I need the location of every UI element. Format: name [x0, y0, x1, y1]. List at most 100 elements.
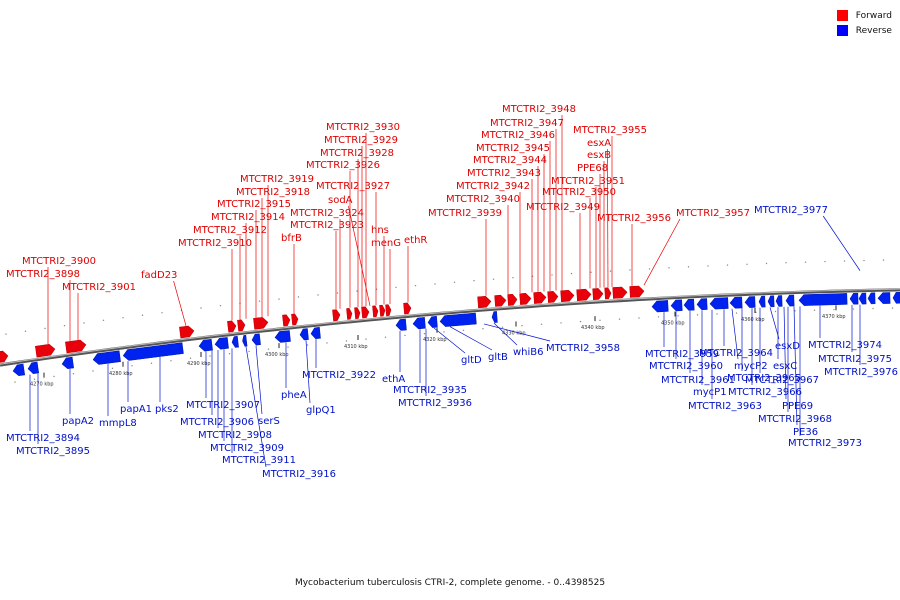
- forward-leader: [607, 148, 609, 288]
- guide-dot: [317, 294, 319, 296]
- guide-dot: [24, 330, 27, 332]
- reverse-gene: [491, 311, 498, 323]
- reverse-gene: [767, 295, 775, 308]
- guide-dot: [657, 316, 660, 318]
- forward-gene: [35, 344, 56, 358]
- reverse-leader: [449, 326, 493, 351]
- forward-gene: [237, 319, 246, 332]
- legend-reverse-label: Reverse: [855, 25, 892, 36]
- guide-dot: [14, 381, 16, 383]
- forward-gene-label: MTCTRI2_3928: [320, 148, 394, 159]
- guide-dot: [579, 320, 582, 323]
- forward-gene: [332, 309, 341, 322]
- reverse-gene-label: MTCTRI2_3964: [699, 348, 773, 359]
- guide-dot: [150, 362, 153, 364]
- reverse-gene-label: gltB: [488, 352, 508, 363]
- guide-dot: [83, 322, 85, 324]
- forward-gene: [65, 339, 87, 354]
- forward-gene: [592, 288, 604, 300]
- forward-gene-label: MTCTRI2_3955: [573, 125, 647, 136]
- forward-leader: [173, 280, 187, 326]
- reverse-gene-label: papA1: [120, 404, 152, 415]
- guide-dot: [336, 292, 339, 294]
- guide-dot: [404, 334, 406, 337]
- reverse-gene-label: MTCTRI2_3936: [398, 398, 472, 409]
- forward-gene: [346, 308, 353, 320]
- guide-dot: [287, 346, 289, 348]
- reverse-gene-label: MTCTRI2_3976: [824, 367, 898, 378]
- guide-dot: [258, 300, 261, 302]
- reverse-gene-label: mmpL8: [99, 418, 137, 429]
- forward-gene-label: MTCTRI2_3926: [306, 160, 380, 171]
- reverse-gene: [92, 350, 121, 365]
- reverse-gene-label: ethA: [382, 374, 405, 385]
- guide-dot: [891, 307, 894, 309]
- reverse-gene-label: MTCTRI2_3909: [210, 443, 284, 454]
- guide-dot: [345, 340, 348, 342]
- forward-leader: [643, 218, 681, 286]
- reverse-gene: [683, 298, 695, 311]
- guide-dot: [434, 283, 436, 285]
- guide-dot: [668, 267, 670, 269]
- forward-gene-label: MTCTRI2_3945: [476, 143, 550, 154]
- forward-gene: [612, 286, 628, 299]
- guide-dot: [395, 286, 397, 289]
- guide-dot: [648, 268, 651, 270]
- reverse-gene: [251, 333, 261, 346]
- reverse-gene: [729, 296, 743, 309]
- forward-gene-label: bfrB: [281, 233, 302, 244]
- forward-gene-label: MTCTRI2_3929: [324, 135, 398, 146]
- guide-dot: [746, 263, 748, 265]
- guide-dot: [306, 344, 309, 346]
- reverse-gene-label: serS: [258, 416, 280, 427]
- guide-dot: [102, 319, 105, 322]
- forward-gene-label: esxA: [587, 138, 611, 149]
- forward-gene-label: MTCTRI2_3915: [217, 199, 291, 210]
- reverse-gene-label: PPE69: [782, 401, 813, 412]
- backbone-line: [0, 288, 900, 367]
- forward-gene-label: MTCTRI2_3927: [316, 181, 390, 192]
- guide-dot: [785, 262, 787, 264]
- guide-dot: [161, 312, 163, 314]
- guide-dot: [53, 375, 55, 378]
- forward-gene: [361, 306, 370, 319]
- forward-gene-label: MTCTRI2_3942: [456, 181, 530, 192]
- reverse-gene-label: MTCTRI2_3968: [758, 414, 832, 425]
- guide-dot: [189, 357, 192, 360]
- forward-gene-label: MTCTRI2_3898: [6, 269, 80, 280]
- reverse-leader: [769, 307, 780, 340]
- forward-gene: [227, 320, 237, 333]
- reverse-gene: [214, 337, 229, 350]
- forward-gene: [253, 317, 269, 330]
- forward-gene-label: hns: [371, 225, 389, 236]
- reverse-gene-label: MTCTRI2_3961: [661, 375, 735, 386]
- forward-gene-label: PPE68: [577, 163, 608, 174]
- guide-dot: [122, 317, 124, 319]
- forward-gene: [372, 305, 379, 318]
- legend: Forward Reverse: [836, 8, 892, 38]
- guide-dot: [365, 338, 367, 340]
- tick-label: 4290 kbp: [187, 361, 211, 367]
- label-layer: MTCTRI2_3900 MTCTRI2_3898 MTCTRI2_3901 fadD…: [6, 104, 898, 480]
- tick-label: 4370 kbp: [822, 314, 846, 320]
- reverse-gene-label: MTCTRI2_3907: [186, 400, 260, 411]
- reverse-gene: [858, 292, 867, 305]
- reverse-gene-label: MTCTRI2_3967: [745, 375, 819, 386]
- guide-dot: [794, 310, 796, 312]
- guide-dot: [638, 317, 640, 319]
- reverse-leader: [305, 340, 311, 404]
- forward-gene-label: MTCTRI2_3949: [526, 202, 600, 213]
- reverse-gene: [867, 292, 876, 305]
- guide-dot: [774, 310, 777, 313]
- guide-dot: [482, 328, 484, 330]
- guide-dot: [170, 360, 172, 362]
- reverse-gene-label: esxD: [775, 341, 800, 352]
- reverse-gene-label: gltD: [461, 355, 482, 366]
- reverse-gene-label: MTCTRI2_3974: [808, 340, 882, 351]
- guide-dot: [72, 372, 75, 375]
- forward-gene-label: MTCTRI2_3943: [467, 168, 541, 179]
- forward-gene-label: MTCTRI2_3910: [178, 238, 252, 249]
- reverse-gene-label: MTCTRI2_3935: [393, 385, 467, 396]
- guide-dot: [63, 324, 66, 327]
